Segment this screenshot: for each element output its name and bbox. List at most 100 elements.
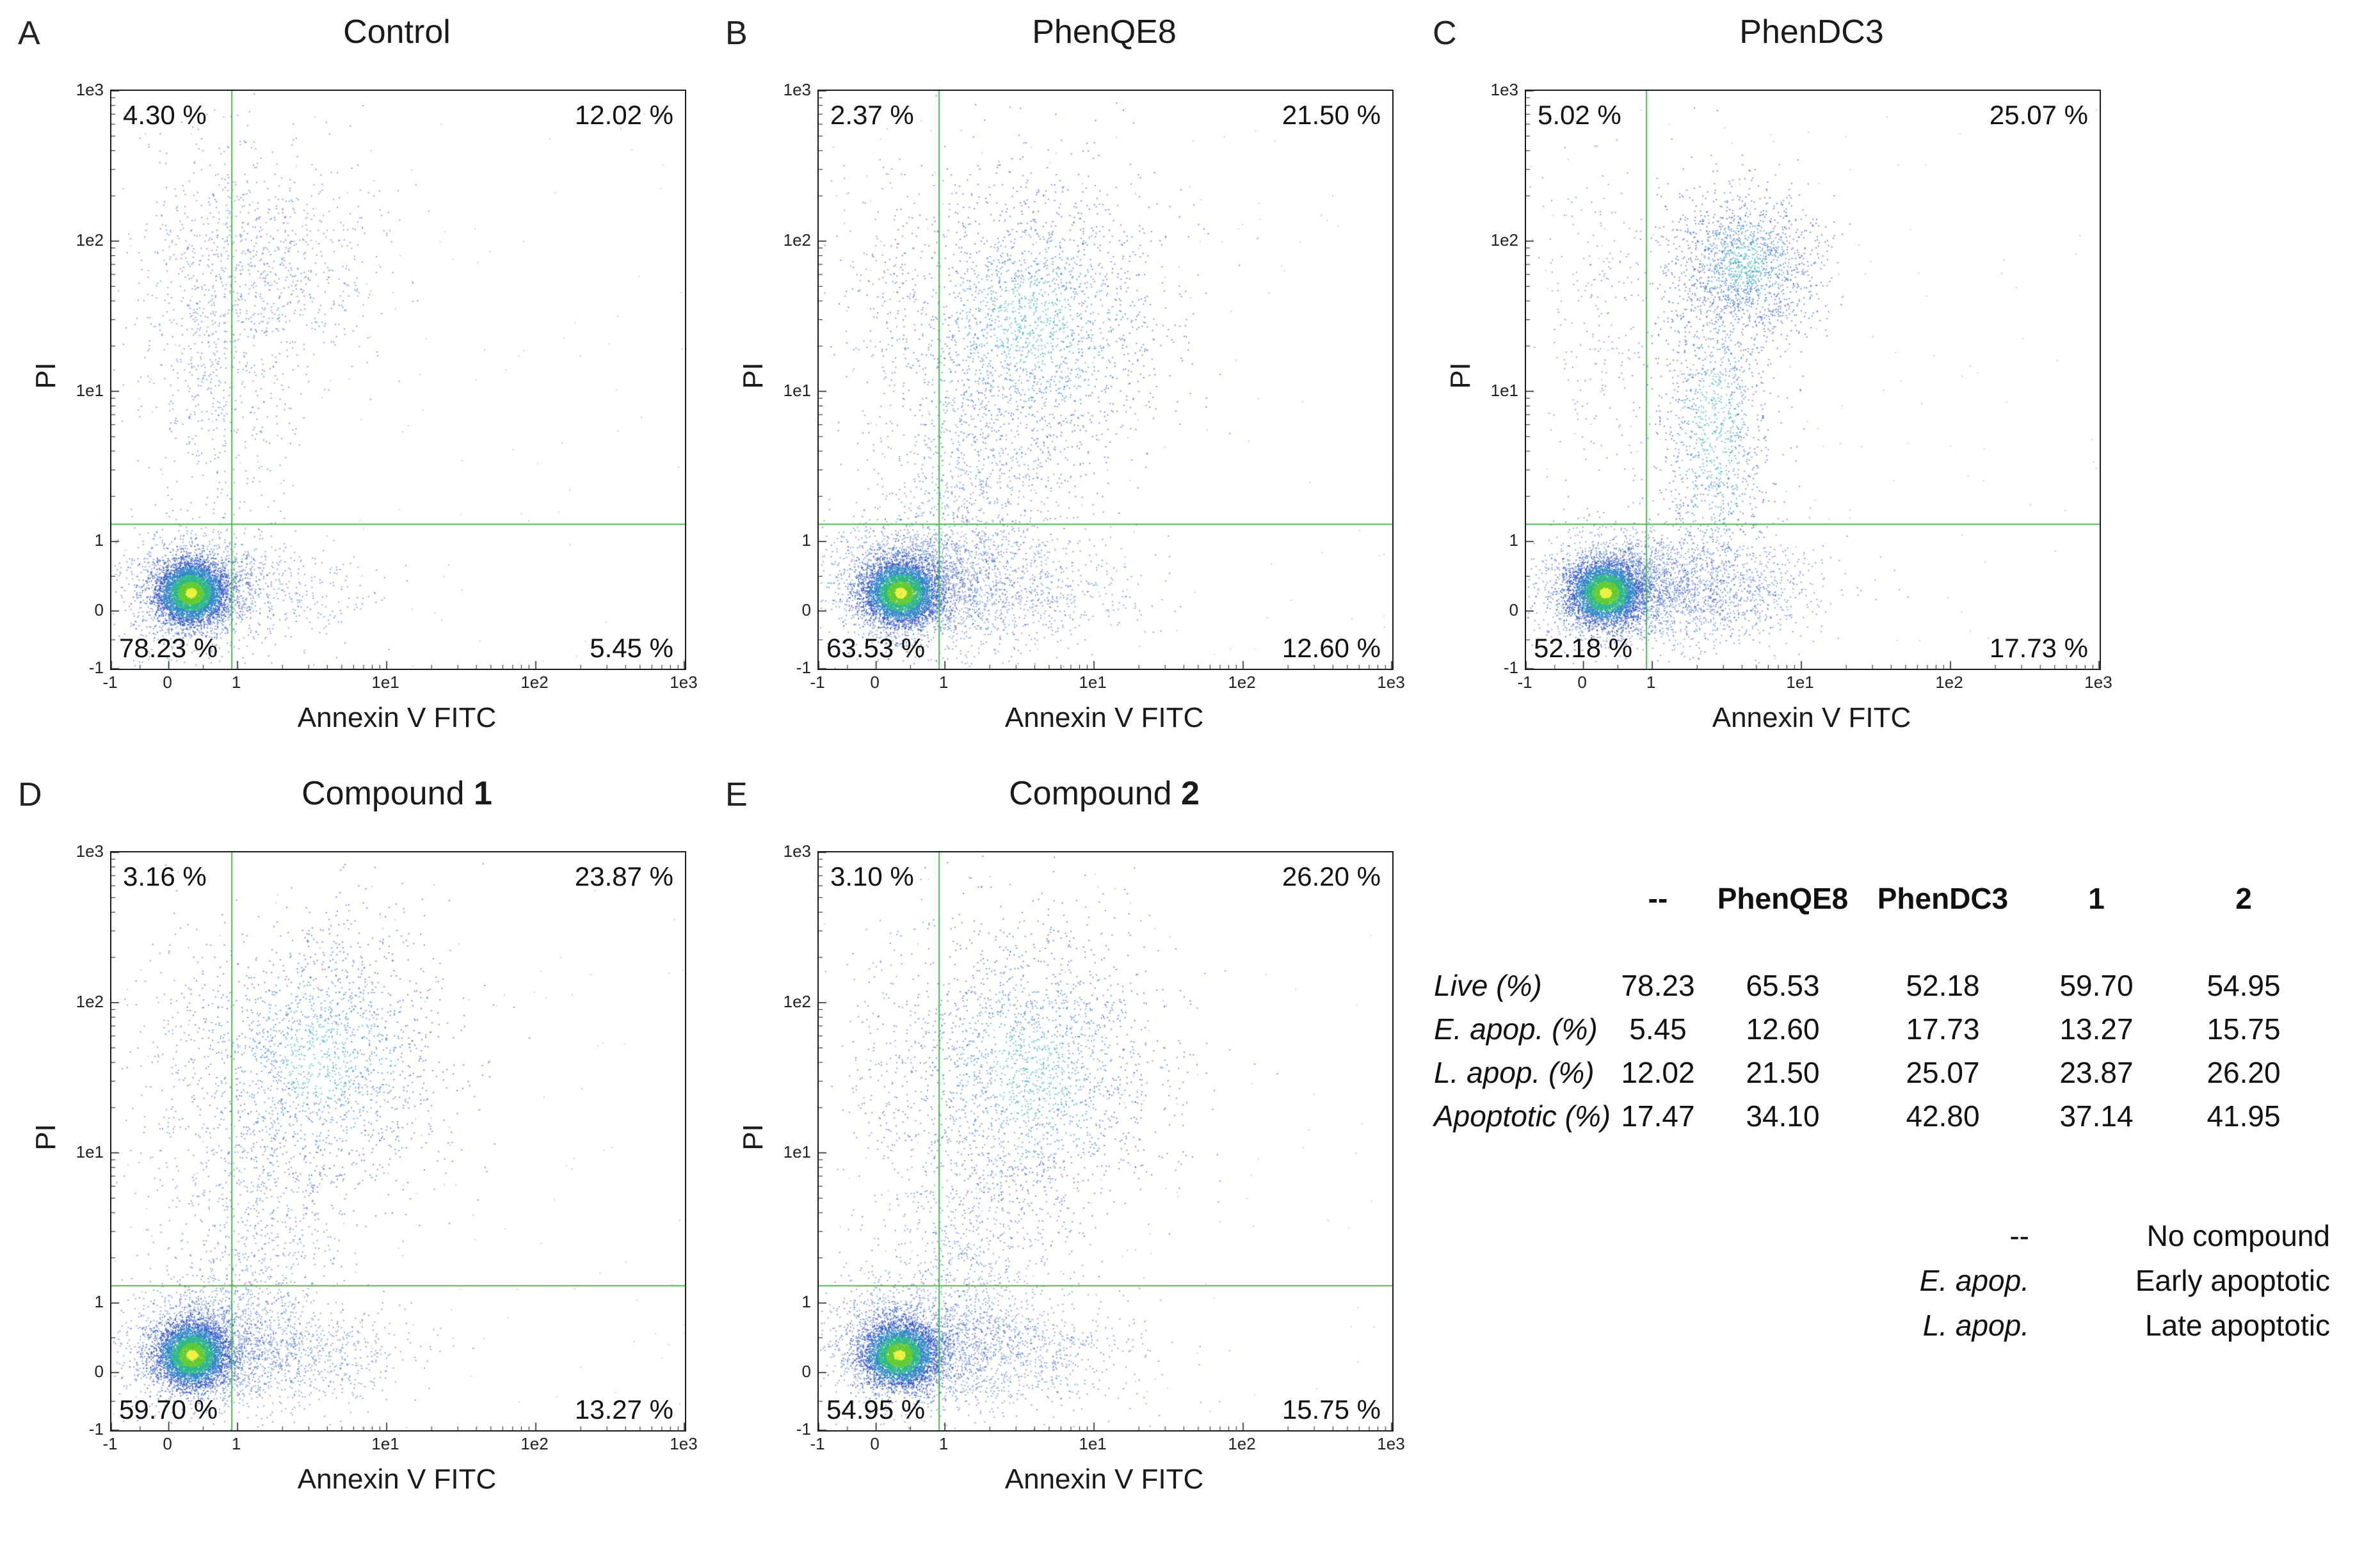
table-cell: 25.07: [1906, 1056, 1980, 1089]
x-tick-label: 1e3: [2084, 673, 2112, 692]
quadrant-percentage-top-left: 4.30 %: [123, 100, 207, 130]
quadrant-percentage-bottom-right: 15.75 %: [1282, 1394, 1381, 1424]
table-cell: 78.23: [1621, 969, 1695, 1002]
quadrant-percentage-bottom-left: 54.95 %: [826, 1394, 926, 1424]
quadrant-percentage-bottom-right: 17.73 %: [1989, 633, 2088, 663]
y-tick-label: 1e3: [76, 842, 104, 861]
legend-key: L. apop.: [1922, 1309, 2029, 1342]
quadrant-percentage-top-right: 21.50 %: [1282, 100, 1381, 130]
quadrant-percentage-top-left: 5.02 %: [1538, 100, 1621, 130]
table-cell: 65.53: [1746, 969, 1820, 1002]
y-tick-label: 1e2: [76, 991, 104, 1011]
y-tick-label: 1e3: [783, 842, 811, 861]
y-tick-label: 0: [94, 1361, 104, 1381]
x-tick-label: -1: [810, 673, 825, 692]
y-tick-label: 1: [94, 531, 104, 550]
y-tick-label: 1: [801, 531, 811, 550]
quadrant-percentage-top-left: 3.10 %: [830, 861, 914, 891]
x-tick-label: 1e1: [1786, 673, 1814, 692]
panel-letter-d: D: [18, 776, 42, 813]
table-cell: 37.14: [2059, 1099, 2134, 1133]
x-axis-label: Annexin V FITC: [297, 1464, 497, 1495]
y-tick-label: 1: [801, 1292, 811, 1312]
x-tick-label: 0: [163, 673, 172, 692]
quadrant-percentage-bottom-left: 63.53 %: [826, 633, 926, 663]
x-tick-label: 1: [1646, 673, 1656, 692]
scatter-plot-e: 3.10 % 26.20 % 54.95 % 15.75 %: [817, 851, 1394, 1432]
table-cell: 12.02: [1621, 1056, 1695, 1089]
y-tick-label: 1: [1509, 531, 1518, 550]
legend-description: No compound: [2146, 1219, 2330, 1252]
table-row-label: L. apop. (%): [1434, 1056, 1595, 1089]
quadrant-percentage-top-left: 3.16 %: [123, 861, 207, 891]
scatter-plot-c: 5.02 % 25.07 % 52.18 % 17.73 %: [1525, 90, 2101, 670]
table-cell: 17.47: [1621, 1099, 1695, 1133]
scatter-plot-a: 4.30 % 12.02 % 78.23 % 5.45 %: [110, 90, 686, 670]
y-tick-label: 1e3: [1490, 80, 1518, 99]
y-tick-label: -1: [796, 658, 811, 677]
quadrant-percentage-top-right: 12.02 %: [574, 100, 673, 130]
y-tick-label: 1e1: [1490, 380, 1518, 400]
x-axis-label: Annexin V FITC: [1004, 1464, 1204, 1495]
table-column-header: 2: [2235, 882, 2252, 915]
panel-letter-a: A: [18, 15, 40, 52]
panel-letter-e: E: [725, 776, 748, 813]
quadrant-percentage-top-right: 26.20 %: [1282, 861, 1381, 891]
table-cell: 13.27: [2059, 1012, 2134, 1046]
x-tick-label: -1: [102, 1434, 118, 1453]
table-header-gap: [1434, 927, 2317, 957]
y-tick-label: -1: [796, 1419, 811, 1439]
quadrant-percentage-top-right: 25.07 %: [1989, 100, 2088, 130]
quadrant-percentage-top-right: 23.87 %: [574, 861, 673, 891]
x-tick-label: 1e1: [1079, 1434, 1107, 1453]
y-tick-label: 1e1: [783, 380, 811, 400]
scatter-canvas-b: [819, 91, 1392, 669]
y-tick-label: 1e2: [783, 230, 811, 250]
x-tick-label: 1: [938, 673, 949, 692]
table-cell: 59.70: [2059, 969, 2134, 1002]
y-tick-label: 1e3: [76, 80, 104, 99]
panel-title-bold-text: 2: [1180, 775, 1200, 812]
y-tick-label: 1e2: [76, 230, 104, 250]
quadrant-percentage-bottom-right: 13.27 %: [574, 1394, 673, 1424]
y-tick-label: 0: [1509, 600, 1518, 619]
quadrant-percentage-bottom-right: 5.45 %: [590, 633, 673, 663]
y-tick-label: 1e1: [76, 380, 104, 400]
x-axis-label: Annexin V FITC: [1004, 702, 1204, 733]
x-tick-label: 0: [163, 1434, 172, 1453]
legend-key: E. apop.: [1919, 1264, 2029, 1297]
x-tick-label: 0: [870, 673, 880, 692]
y-tick-label: 1e1: [76, 1142, 104, 1161]
y-tick-label: 0: [94, 600, 104, 619]
scatter-canvas-a: [111, 91, 685, 669]
x-tick-label: 1e1: [371, 673, 399, 692]
x-tick-label: -1: [810, 1434, 825, 1453]
table-row-label: Live (%): [1434, 969, 1542, 1002]
panel-title-text: PhenDC3: [1739, 13, 1884, 51]
x-tick-label: 1e3: [1377, 1434, 1405, 1453]
x-tick-label: 1: [231, 1434, 241, 1453]
y-tick-label: -1: [1503, 658, 1518, 677]
x-tick-label: 1e2: [1228, 1434, 1256, 1453]
x-tick-label: 0: [1577, 673, 1587, 692]
quadrant-percentage-bottom-left: 52.18 %: [1534, 633, 1633, 663]
x-tick-label: 1: [231, 673, 241, 692]
table-cell: 34.10: [1746, 1099, 1820, 1133]
panel-title-text: Compound: [1009, 775, 1181, 812]
quadrant-percentage-bottom-left: 59.70 %: [119, 1394, 218, 1424]
table-column-header: PhenDC3: [1877, 882, 2009, 915]
panel-title-d: Compound 1: [110, 774, 684, 813]
summary-table: -- PhenQE8 PhenDC3 1 2 Live (%) 78.23 65.53 52.1…: [1434, 877, 2317, 1138]
table-cell: 54.95: [2207, 969, 2281, 1002]
panel-title-text: PhenQE8: [1032, 13, 1177, 51]
panel-letter-c: C: [1433, 15, 1457, 52]
x-axis-label: Annexin V FITC: [1712, 702, 1911, 733]
table-column-header: 1: [2088, 882, 2105, 915]
scatter-canvas-e: [819, 852, 1392, 1430]
table-column-header: --: [1648, 882, 1668, 915]
x-tick-label: 1e2: [1228, 673, 1256, 692]
table-cell: 42.80: [1906, 1099, 1980, 1133]
x-tick-label: 1e3: [670, 1434, 698, 1453]
legend: -- No compound E. apop. Early apoptotic L. a…: [1895, 1213, 2330, 1348]
x-tick-label: 0: [870, 1434, 880, 1453]
